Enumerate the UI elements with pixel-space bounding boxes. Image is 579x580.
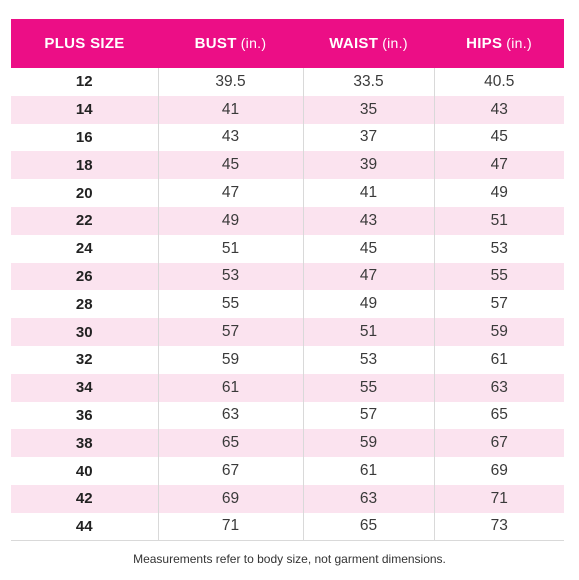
hips-cell: 71 xyxy=(433,484,564,513)
bust-cell: 57 xyxy=(157,318,303,346)
footnote: Measurements refer to body size, not gar… xyxy=(133,552,446,566)
table-row: 24 51 45 53 xyxy=(11,234,564,263)
bust-cell: 47 xyxy=(157,179,303,207)
table-row: 42 69 63 71 xyxy=(11,484,564,513)
table-row: 20 47 41 49 xyxy=(11,179,564,207)
size-cell: 16 xyxy=(75,128,93,146)
size-cell: 24 xyxy=(75,240,93,258)
table-row: 22 49 43 51 xyxy=(11,206,564,235)
size-cell: 34 xyxy=(75,379,93,397)
bust-cell: 69 xyxy=(157,484,303,513)
unit-label: (in.) xyxy=(382,35,408,51)
table-row: 30 57 51 59 xyxy=(11,318,564,346)
column-header-hips: HIPS (in.) xyxy=(466,35,532,52)
size-cell: 44 xyxy=(75,517,93,535)
waist-cell: 41 xyxy=(302,179,434,207)
hips-cell: 65 xyxy=(433,401,564,430)
waist-cell: 47 xyxy=(302,262,434,291)
table-row: 36 63 57 65 xyxy=(11,401,564,430)
size-cell: 42 xyxy=(75,490,93,508)
waist-cell: 35 xyxy=(302,95,434,124)
hips-cell: 49 xyxy=(433,179,564,207)
bust-cell: 59 xyxy=(157,345,303,374)
waist-cell: 65 xyxy=(302,512,434,541)
size-cell: 40 xyxy=(75,462,93,480)
size-cell: 18 xyxy=(75,156,93,174)
bust-cell: 51 xyxy=(157,234,303,263)
waist-cell: 55 xyxy=(302,373,434,402)
hips-cell: 57 xyxy=(433,290,564,319)
waist-cell: 49 xyxy=(302,290,434,319)
table-row: 18 45 39 47 xyxy=(11,151,564,180)
table-row: 44 71 65 73 xyxy=(11,512,564,541)
waist-cell: 37 xyxy=(302,123,434,152)
table-body: 12 39.5 33.5 40.5 14 41 35 43 16 43 37 45 18 45 39 47 20… xyxy=(11,68,564,541)
bust-cell: 39.5 xyxy=(157,68,303,96)
hips-cell: 51 xyxy=(433,206,564,235)
unit-label: (in.) xyxy=(240,35,267,51)
table-row: 32 59 53 61 xyxy=(11,345,564,374)
table-row: 14 41 35 43 xyxy=(11,95,564,124)
table-row: 40 67 61 69 xyxy=(11,457,564,485)
hips-cell: 47 xyxy=(433,151,564,180)
waist-cell: 63 xyxy=(302,484,434,513)
bust-cell: 45 xyxy=(157,151,303,180)
bust-cell: 61 xyxy=(157,373,303,402)
size-cell: 12 xyxy=(75,73,93,91)
hips-cell: 61 xyxy=(433,345,564,374)
hips-cell: 63 xyxy=(433,373,564,402)
hips-cell: 53 xyxy=(433,234,564,263)
size-chart: PLUS SIZE BUST (in.) WAIST (in.) HIPS (in.)… xyxy=(11,19,564,541)
table-row: 12 39.5 33.5 40.5 xyxy=(11,68,564,96)
waist-cell: 57 xyxy=(302,401,434,430)
hips-cell: 40.5 xyxy=(433,68,564,96)
column-header-size: PLUS SIZE xyxy=(44,35,125,52)
waist-cell: 43 xyxy=(302,206,434,235)
column-header-waist: WAIST (in.) xyxy=(329,35,408,52)
hips-cell: 69 xyxy=(433,457,564,485)
hips-cell: 73 xyxy=(433,512,564,541)
size-cell: 32 xyxy=(75,351,93,369)
header-row: PLUS SIZE BUST (in.) WAIST (in.) HIPS (in.) xyxy=(11,19,564,68)
table-row: 34 61 55 63 xyxy=(11,373,564,402)
waist-cell: 51 xyxy=(302,318,434,346)
size-cell: 22 xyxy=(75,212,93,230)
bust-cell: 41 xyxy=(157,95,303,124)
waist-cell: 33.5 xyxy=(302,68,434,96)
table-row: 26 53 47 55 xyxy=(11,262,564,291)
bust-cell: 65 xyxy=(157,429,303,458)
waist-cell: 61 xyxy=(302,457,434,485)
hips-cell: 55 xyxy=(433,262,564,291)
bust-cell: 63 xyxy=(157,401,303,430)
hips-cell: 45 xyxy=(433,123,564,152)
unit-label: (in.) xyxy=(506,35,532,51)
size-cell: 26 xyxy=(75,267,93,285)
waist-cell: 39 xyxy=(302,151,434,180)
size-cell: 28 xyxy=(75,295,93,313)
bust-cell: 71 xyxy=(157,512,303,541)
hips-cell: 67 xyxy=(433,429,564,458)
waist-cell: 53 xyxy=(302,345,434,374)
bust-cell: 67 xyxy=(157,457,303,485)
bust-cell: 49 xyxy=(157,206,303,235)
bust-cell: 53 xyxy=(157,262,303,291)
size-cell: 14 xyxy=(75,101,93,119)
bust-cell: 43 xyxy=(157,123,303,152)
table-row: 16 43 37 45 xyxy=(11,123,564,152)
table-row: 38 65 59 67 xyxy=(11,429,564,458)
size-cell: 36 xyxy=(75,406,93,424)
hips-cell: 43 xyxy=(433,95,564,124)
hips-cell: 59 xyxy=(433,318,564,346)
waist-cell: 45 xyxy=(302,234,434,263)
bust-cell: 55 xyxy=(157,290,303,319)
size-cell: 38 xyxy=(75,434,93,452)
size-table: PLUS SIZE BUST (in.) WAIST (in.) HIPS (in.)… xyxy=(11,19,564,541)
column-header-bust: BUST (in.) xyxy=(194,35,267,52)
table-header: PLUS SIZE BUST (in.) WAIST (in.) HIPS (in.) xyxy=(11,19,564,68)
size-cell: 20 xyxy=(75,184,93,202)
size-cell: 30 xyxy=(75,323,93,341)
table-row: 28 55 49 57 xyxy=(11,290,564,319)
waist-cell: 59 xyxy=(302,429,434,458)
